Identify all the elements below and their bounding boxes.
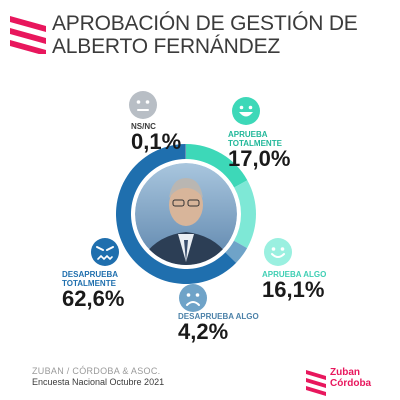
donut-slices — [116, 144, 256, 284]
happy-face-icon — [232, 97, 260, 125]
label-desaprueba-totalmente-category: DESAPRUEBA TOTALMENTE — [62, 270, 119, 288]
page-title: APROBACIÓN DE GESTIÓN DE ALBERTO FERNÁND… — [52, 12, 358, 58]
label-desaprueba-algo: DESAPRUEBA ALGO 4,2% — [178, 312, 259, 343]
label-aprueba-algo-value: 16,1% — [262, 277, 325, 302]
donut-slice-aprueba-algo — [234, 180, 256, 249]
label-desaprueba-totalmente-value: 62,6% — [62, 286, 125, 311]
label-desaprueba-totalmente: DESAPRUEBA TOTALMENTE 62,6% — [62, 270, 124, 310]
label-desaprueba-algo-value: 4,2% — [178, 319, 229, 344]
label-aprueba-algo-category: APRUEBA ALGO — [262, 270, 327, 279]
label-nsnc-category: NS/NC — [131, 122, 156, 131]
sad-face-icon — [179, 284, 207, 312]
zuban-cordoba-logo-icon — [306, 370, 326, 396]
angry-face-icon — [91, 238, 119, 266]
label-aprueba-algo: APRUEBA ALGO 16,1% — [262, 270, 326, 301]
footer-brand-name: Zuban Córdoba — [330, 367, 372, 389]
donut-slice-aprueba-totalmente — [186, 144, 248, 188]
label-aprueba-totalmente: APRUEBA TOTALMENTE 17,0% — [228, 130, 290, 170]
footer-source: ZUBAN / CÓRDOBA & ASOC. — [32, 366, 161, 376]
smile-face-icon — [264, 238, 292, 266]
footer-note: Encuesta Nacional Octubre 2021 — [32, 377, 165, 387]
label-nsnc: NS/NC 0,1% — [131, 122, 181, 153]
label-desaprueba-algo-category: DESAPRUEBA ALGO — [178, 312, 259, 321]
donut-slice-desaprueba-algo — [225, 240, 248, 263]
donut-slice-desaprueba-totalmente — [116, 144, 237, 284]
label-aprueba-totalmente-value: 17,0% — [228, 146, 291, 171]
portrait-photo — [135, 163, 237, 265]
neutral-face-icon — [129, 91, 157, 119]
label-aprueba-totalmente-category: APRUEBA TOTALMENTE — [228, 130, 282, 148]
brand-logo-icon — [10, 16, 46, 54]
label-nsnc-value: 0,1% — [131, 129, 182, 154]
